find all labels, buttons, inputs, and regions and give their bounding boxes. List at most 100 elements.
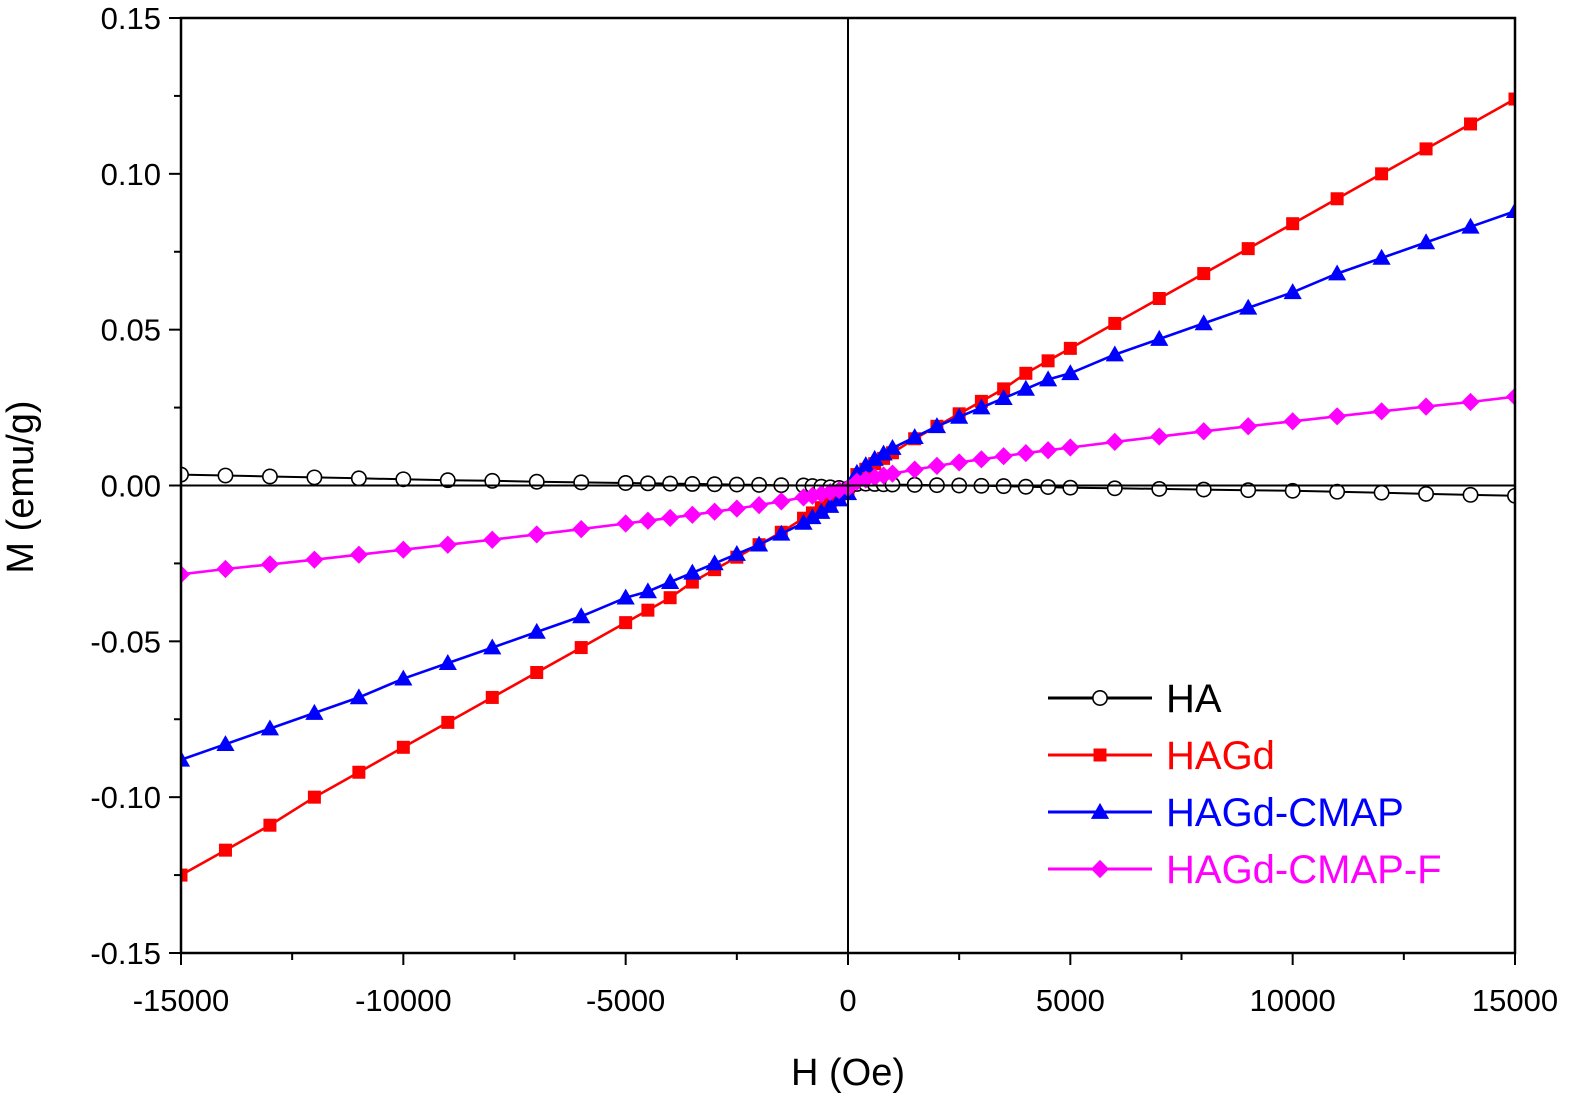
data-point: [1016, 379, 1035, 396]
legend-swatch-marker: [1090, 859, 1110, 879]
data-point: [1017, 478, 1034, 495]
data-point: [1464, 117, 1478, 131]
data-point: [1462, 486, 1479, 503]
data-point: [821, 482, 840, 502]
data-point: [352, 765, 366, 779]
x-axis-title: H (Oe): [791, 1052, 905, 1094]
data-point: [1416, 233, 1436, 250]
data-point: [1061, 364, 1080, 381]
data-point: [1372, 248, 1391, 265]
data-point: [1197, 267, 1211, 281]
data-point: [856, 456, 875, 473]
legend-swatch-marker: [1093, 748, 1107, 762]
data-point: [1151, 480, 1168, 497]
data-point: [727, 544, 746, 561]
data-point: [217, 467, 234, 484]
data-point: [216, 559, 235, 579]
legend-item: HAGd: [1048, 734, 1275, 778]
data-point: [994, 389, 1013, 406]
data-point: [1039, 441, 1058, 460]
data-point: [927, 417, 947, 434]
data-point: [874, 466, 893, 485]
data-point: [616, 588, 635, 605]
data-point: [972, 398, 991, 415]
data-point: [1286, 217, 1300, 231]
data-point: [1283, 283, 1302, 300]
y-tick-label: -0.10: [90, 780, 161, 815]
zero-lines: [181, 18, 1515, 953]
data-point: [1240, 482, 1257, 499]
data-point: [803, 486, 822, 505]
data-point: [572, 520, 591, 539]
legend: HA HAGd HAGd-CMAP HAGd-CMAP-F: [1048, 677, 1442, 892]
data-point: [950, 407, 969, 424]
data-point: [395, 471, 412, 488]
data-point: [527, 525, 546, 544]
data-point: [483, 530, 502, 549]
data-point: [950, 453, 969, 472]
data-point: [1505, 202, 1515, 219]
legend-label: HAGd-CMAP-F: [1166, 848, 1442, 892]
legend-label: HA: [1166, 677, 1222, 721]
data-point: [812, 484, 831, 504]
x-tick-label: 15000: [1472, 983, 1558, 1018]
x-tick-label: 0: [839, 983, 856, 1018]
data-point: [530, 666, 544, 679]
data-point: [684, 475, 701, 492]
data-point: [1283, 412, 1302, 431]
data-point: [305, 703, 324, 720]
data-point: [307, 790, 321, 804]
data-point: [865, 449, 884, 466]
data-point: [638, 511, 657, 530]
data-point: [1508, 92, 1515, 106]
data-point: [1239, 298, 1258, 315]
data-point: [772, 524, 791, 541]
data-point: [574, 641, 588, 655]
data-point: [1418, 485, 1435, 502]
data-point: [1108, 316, 1122, 330]
data-point: [1063, 341, 1077, 355]
data-point: [1194, 422, 1213, 441]
data-point: [972, 450, 991, 469]
data-point: [263, 818, 277, 832]
data-point: [905, 428, 924, 445]
data-point: [396, 740, 410, 754]
data-point: [663, 591, 677, 605]
data-point: [1019, 366, 1033, 380]
data-point: [1461, 217, 1480, 234]
data-point: [1152, 292, 1166, 305]
data-point: [1105, 432, 1124, 451]
data-point: [1150, 329, 1169, 346]
data-point: [994, 447, 1013, 466]
x-tick-label: 5000: [1036, 983, 1105, 1018]
data-point: [1062, 479, 1079, 496]
legend-label: HAGd-CMAP: [1166, 791, 1404, 835]
data-point: [1329, 483, 1346, 500]
y-tick-label: -0.05: [90, 624, 161, 659]
data-point: [1328, 264, 1347, 281]
data-point: [1040, 479, 1057, 496]
x-axis-ticks: -15000 -10000 -5000 0 5000 10000 15000: [133, 953, 1558, 1018]
data-point: [997, 382, 1011, 396]
legend-item: HAGd-CMAP: [1048, 791, 1404, 835]
data-point: [438, 535, 457, 554]
data-point: [619, 616, 633, 630]
data-point: [661, 573, 680, 589]
data-point: [441, 715, 455, 729]
data-point: [927, 456, 947, 475]
data-point: [484, 472, 501, 489]
data-point: [1330, 192, 1344, 206]
data-point: [794, 513, 813, 530]
data-point: [856, 470, 875, 489]
data-point: [1105, 345, 1124, 362]
data-point: [905, 460, 924, 479]
legend-item: HAGd-CMAP-F: [1048, 848, 1442, 892]
data-point: [350, 470, 367, 487]
data-point: [1372, 402, 1391, 421]
data-point: [1150, 427, 1169, 446]
y-axis-title: M (emu/g): [0, 400, 42, 573]
data-point: [1373, 484, 1390, 501]
data-point: [438, 654, 457, 670]
data-point: [483, 638, 502, 655]
